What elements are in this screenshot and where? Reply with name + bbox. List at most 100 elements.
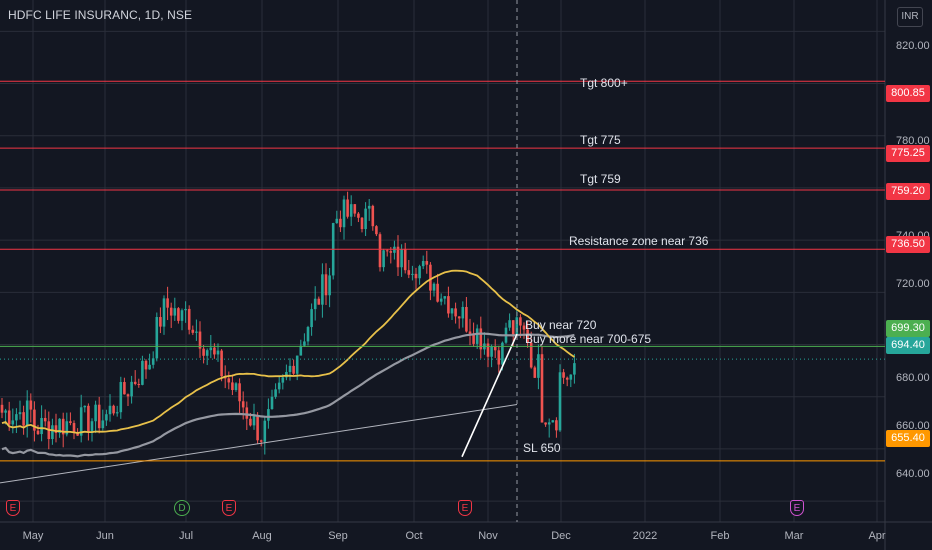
trend-line-long (0, 404, 518, 484)
time-tick: Feb (710, 530, 730, 542)
time-tick: May (22, 530, 44, 542)
candle-body (36, 430, 40, 435)
candle-body (342, 199, 346, 228)
candle-body (414, 273, 418, 279)
candle-body (213, 347, 216, 355)
candle-body (83, 405, 87, 408)
candle-body (97, 404, 101, 429)
candle-body (76, 432, 79, 436)
candle-body (515, 317, 519, 335)
candle-body (436, 283, 439, 302)
candle-body (295, 355, 299, 374)
candle-body (126, 394, 130, 397)
candle-body (61, 418, 65, 435)
candle-body (198, 331, 202, 349)
moving-average-fast (1, 269, 575, 434)
candle-body (101, 420, 105, 429)
time-tick: Oct (405, 530, 423, 542)
candle-body (263, 420, 267, 442)
annotation-tgt800[interactable]: Tgt 800+ (580, 76, 628, 90)
candle-body (346, 199, 349, 217)
candle-body (277, 382, 281, 390)
candle-body (558, 372, 562, 431)
time-tick: Mar (784, 530, 804, 542)
future-earnings-event-icon[interactable]: E (790, 500, 804, 516)
annotation-resistance[interactable]: Resistance zone near 736 (569, 234, 709, 248)
candle-body (551, 420, 555, 423)
candle-body (54, 425, 58, 434)
candle-body (339, 218, 342, 228)
annotation-stop-loss[interactable]: SL 650 (523, 441, 561, 455)
candle-body (137, 383, 141, 385)
candle-body (486, 343, 490, 357)
earnings-event-icon[interactable]: E (6, 500, 20, 516)
candle-body (285, 371, 288, 378)
annotation-buy-near[interactable]: Buy near 720 (525, 318, 597, 332)
annotation-tgt759[interactable]: Tgt 759 (580, 172, 621, 186)
candle-body (533, 367, 537, 378)
candle-body (270, 396, 274, 410)
candle-body (555, 420, 558, 431)
time-tick: Dec (551, 530, 571, 542)
time-tick: Jun (96, 530, 114, 542)
candle-body (249, 418, 252, 426)
candle-body (187, 308, 191, 330)
candle-body (493, 346, 497, 351)
candle-body (18, 412, 22, 415)
candle-body (130, 381, 133, 397)
candle-body (151, 358, 155, 365)
candle-body (324, 274, 328, 296)
candle-body (133, 381, 137, 384)
candle-body (382, 250, 385, 268)
price-tag-655: 655.40 (886, 430, 930, 447)
candle-body (310, 309, 313, 328)
candle-body (29, 400, 33, 410)
price-tick: 640.00 (896, 468, 930, 480)
annotation-tgt775[interactable]: Tgt 775 (580, 133, 621, 147)
dividend-event-icon[interactable]: D (174, 500, 190, 516)
candle-body (328, 275, 331, 296)
candle-body (119, 382, 123, 413)
candle-body (238, 383, 241, 402)
candle-body (450, 308, 454, 314)
candle-body (421, 261, 425, 267)
candle-body (144, 360, 148, 370)
price-tag-699: 699.30 (886, 320, 930, 337)
candle-body (389, 251, 393, 253)
candle-body (0, 404, 4, 413)
price-tag-759: 759.20 (886, 183, 930, 200)
candle-body (375, 226, 378, 235)
candle-body (472, 334, 475, 344)
candle-body (508, 320, 511, 328)
earnings-event-icon[interactable]: E (458, 500, 472, 516)
candle-body (209, 347, 213, 351)
candle-body (166, 298, 169, 308)
candle-body (522, 325, 526, 330)
candle-body (313, 298, 317, 310)
candle-body (378, 234, 382, 268)
candle-body (529, 342, 533, 368)
candle-body (123, 382, 126, 395)
candle-body (58, 418, 61, 434)
candle-body (400, 248, 403, 268)
candle-body (267, 409, 270, 421)
candle-body (321, 274, 324, 305)
trend-line-short (461, 333, 518, 458)
candle-body (173, 308, 177, 316)
candle-body (112, 405, 115, 414)
candle-body (526, 329, 529, 343)
candle-body (245, 407, 249, 419)
candle-body (425, 261, 429, 265)
annotation-buy-more[interactable]: Buy more near 700-675 (525, 332, 652, 346)
candle-body (447, 296, 450, 314)
candle-body (234, 383, 238, 391)
candle-body (90, 421, 94, 432)
earnings-event-icon[interactable]: E (222, 500, 236, 516)
price-tick: 720.00 (896, 278, 930, 290)
currency-button[interactable]: INR (897, 7, 923, 27)
candle-body (562, 372, 565, 378)
candle-body (202, 348, 205, 356)
candle-body (256, 415, 259, 441)
